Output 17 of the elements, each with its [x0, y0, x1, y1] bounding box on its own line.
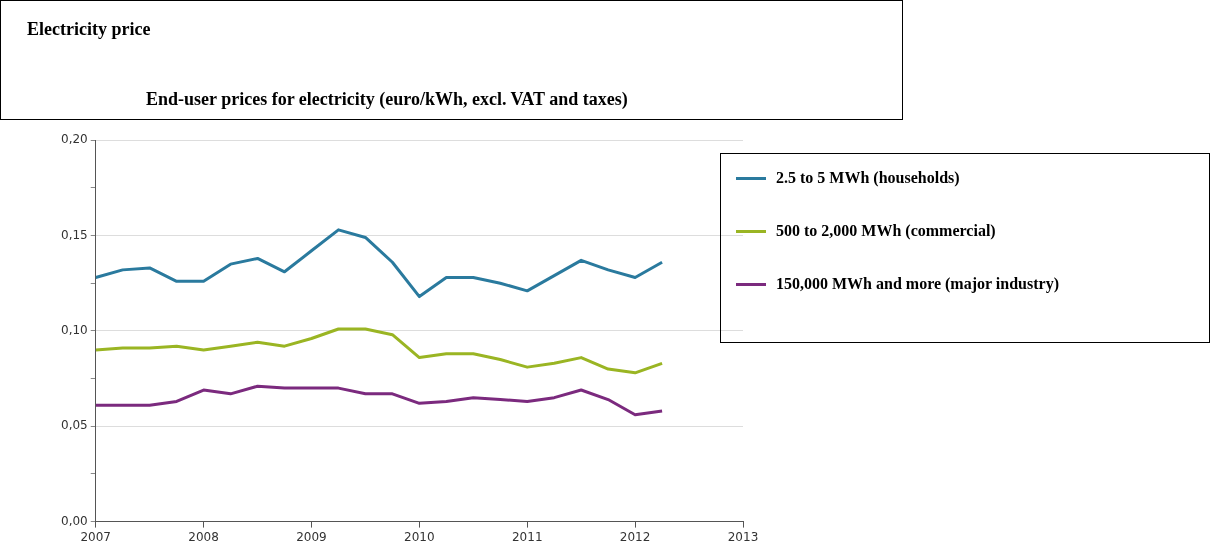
legend-label: 150,000 MWh and more (major industry): [776, 275, 1060, 293]
x-tick-label: 2011: [511, 529, 543, 544]
x-tick-label: 2010: [404, 529, 435, 544]
y-tick-label: 0,05: [61, 418, 88, 433]
chart-title: Electricity price: [27, 19, 151, 40]
legend-label: 2.5 to 5 MWh (households): [776, 169, 961, 187]
chart-subtitle: End-user prices for electricity (euro/kWh, excl. VAT and taxes): [146, 89, 628, 110]
legend-label: 500 to 2,000 MWh (commercial): [776, 222, 997, 240]
y-tick-label: 0,10: [61, 323, 88, 338]
x-tick-label: 2012: [619, 529, 651, 544]
x-tick-label: 2007: [80, 529, 111, 544]
x-tick-label: 2008: [188, 529, 219, 544]
x-tick-label: 2013: [727, 529, 759, 544]
x-tick-label: 2009: [296, 529, 327, 544]
y-tick-label: 0,00: [61, 513, 88, 528]
y-tick-label: 0,20: [61, 132, 88, 147]
y-tick-label: 0,15: [61, 227, 88, 242]
